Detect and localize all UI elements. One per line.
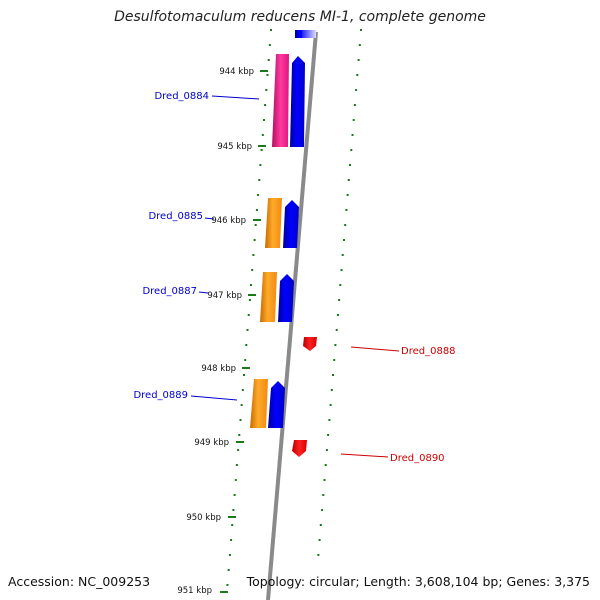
kbp-label-949: 949 kbp — [194, 438, 229, 448]
callout-line-dred-0888 — [350, 346, 400, 352]
gene-dred-0884[interactable] — [272, 54, 305, 147]
gene-dred-0885[interactable] — [265, 198, 299, 248]
gene-label-dred-0888[interactable]: Dred_0888 — [401, 346, 456, 357]
gene-label-dred-0884[interactable]: Dred_0884 — [154, 91, 209, 102]
map-title: Desulfotomaculum reducens MI-1, complete… — [114, 9, 486, 25]
accession-text: Accession: NC_009253 — [8, 574, 151, 589]
gene-labels: Dred_0884 Dred_0885 Dred_0887 Dred_0888 … — [133, 91, 455, 464]
forward-tick-track — [226, 29, 272, 586]
gene-label-dred-0887[interactable]: Dred_0887 — [142, 286, 197, 297]
kbp-scale: 944 kbp 945 kbp 946 kbp 947 kbp 948 kbp … — [177, 67, 268, 596]
gene-arrow — [283, 200, 299, 248]
gene-block — [260, 272, 277, 322]
gene-label-dred-0890[interactable]: Dred_0890 — [390, 453, 445, 464]
gene-dred-0888[interactable] — [303, 337, 317, 351]
topology-text: Topology: circular; Length: 3,608,104 bp… — [246, 574, 590, 589]
gene-block-top-highlight — [302, 30, 316, 38]
gene-label-dred-0889[interactable]: Dred_0889 — [133, 390, 188, 401]
gene-arrow — [292, 440, 307, 457]
gene-dred-0889[interactable] — [250, 379, 285, 428]
gene-block-top[interactable] — [295, 30, 305, 38]
kbp-label-945: 945 kbp — [217, 142, 252, 152]
gene-arrow — [290, 56, 305, 147]
kbp-label-944: 944 kbp — [219, 67, 254, 77]
gene-block — [250, 379, 268, 428]
kbp-label-948: 948 kbp — [201, 364, 236, 374]
callout-line-dred-0887 — [198, 291, 209, 294]
callout-line-dred-0889 — [190, 395, 238, 401]
kbp-label-951: 951 kbp — [177, 586, 212, 596]
callout-line-dred-0885 — [204, 217, 215, 220]
gene-dred-0887[interactable] — [260, 272, 294, 322]
gene-arrow — [303, 337, 317, 351]
gene-block — [265, 198, 282, 248]
kbp-label-950: 950 kbp — [186, 513, 221, 523]
gene-label-dred-0885[interactable]: Dred_0885 — [148, 211, 203, 222]
kbp-label-946: 946 kbp — [211, 216, 246, 226]
gene-arrow — [278, 274, 294, 322]
kbp-label-947: 947 kbp — [207, 291, 242, 301]
gene-arrow — [268, 381, 285, 428]
callout-line-dred-0884 — [211, 95, 260, 100]
callout-line-dred-0890 — [340, 453, 389, 458]
gene-dred-0890[interactable] — [292, 440, 307, 457]
reverse-tick-track — [317, 29, 362, 556]
gene-block — [272, 54, 289, 147]
